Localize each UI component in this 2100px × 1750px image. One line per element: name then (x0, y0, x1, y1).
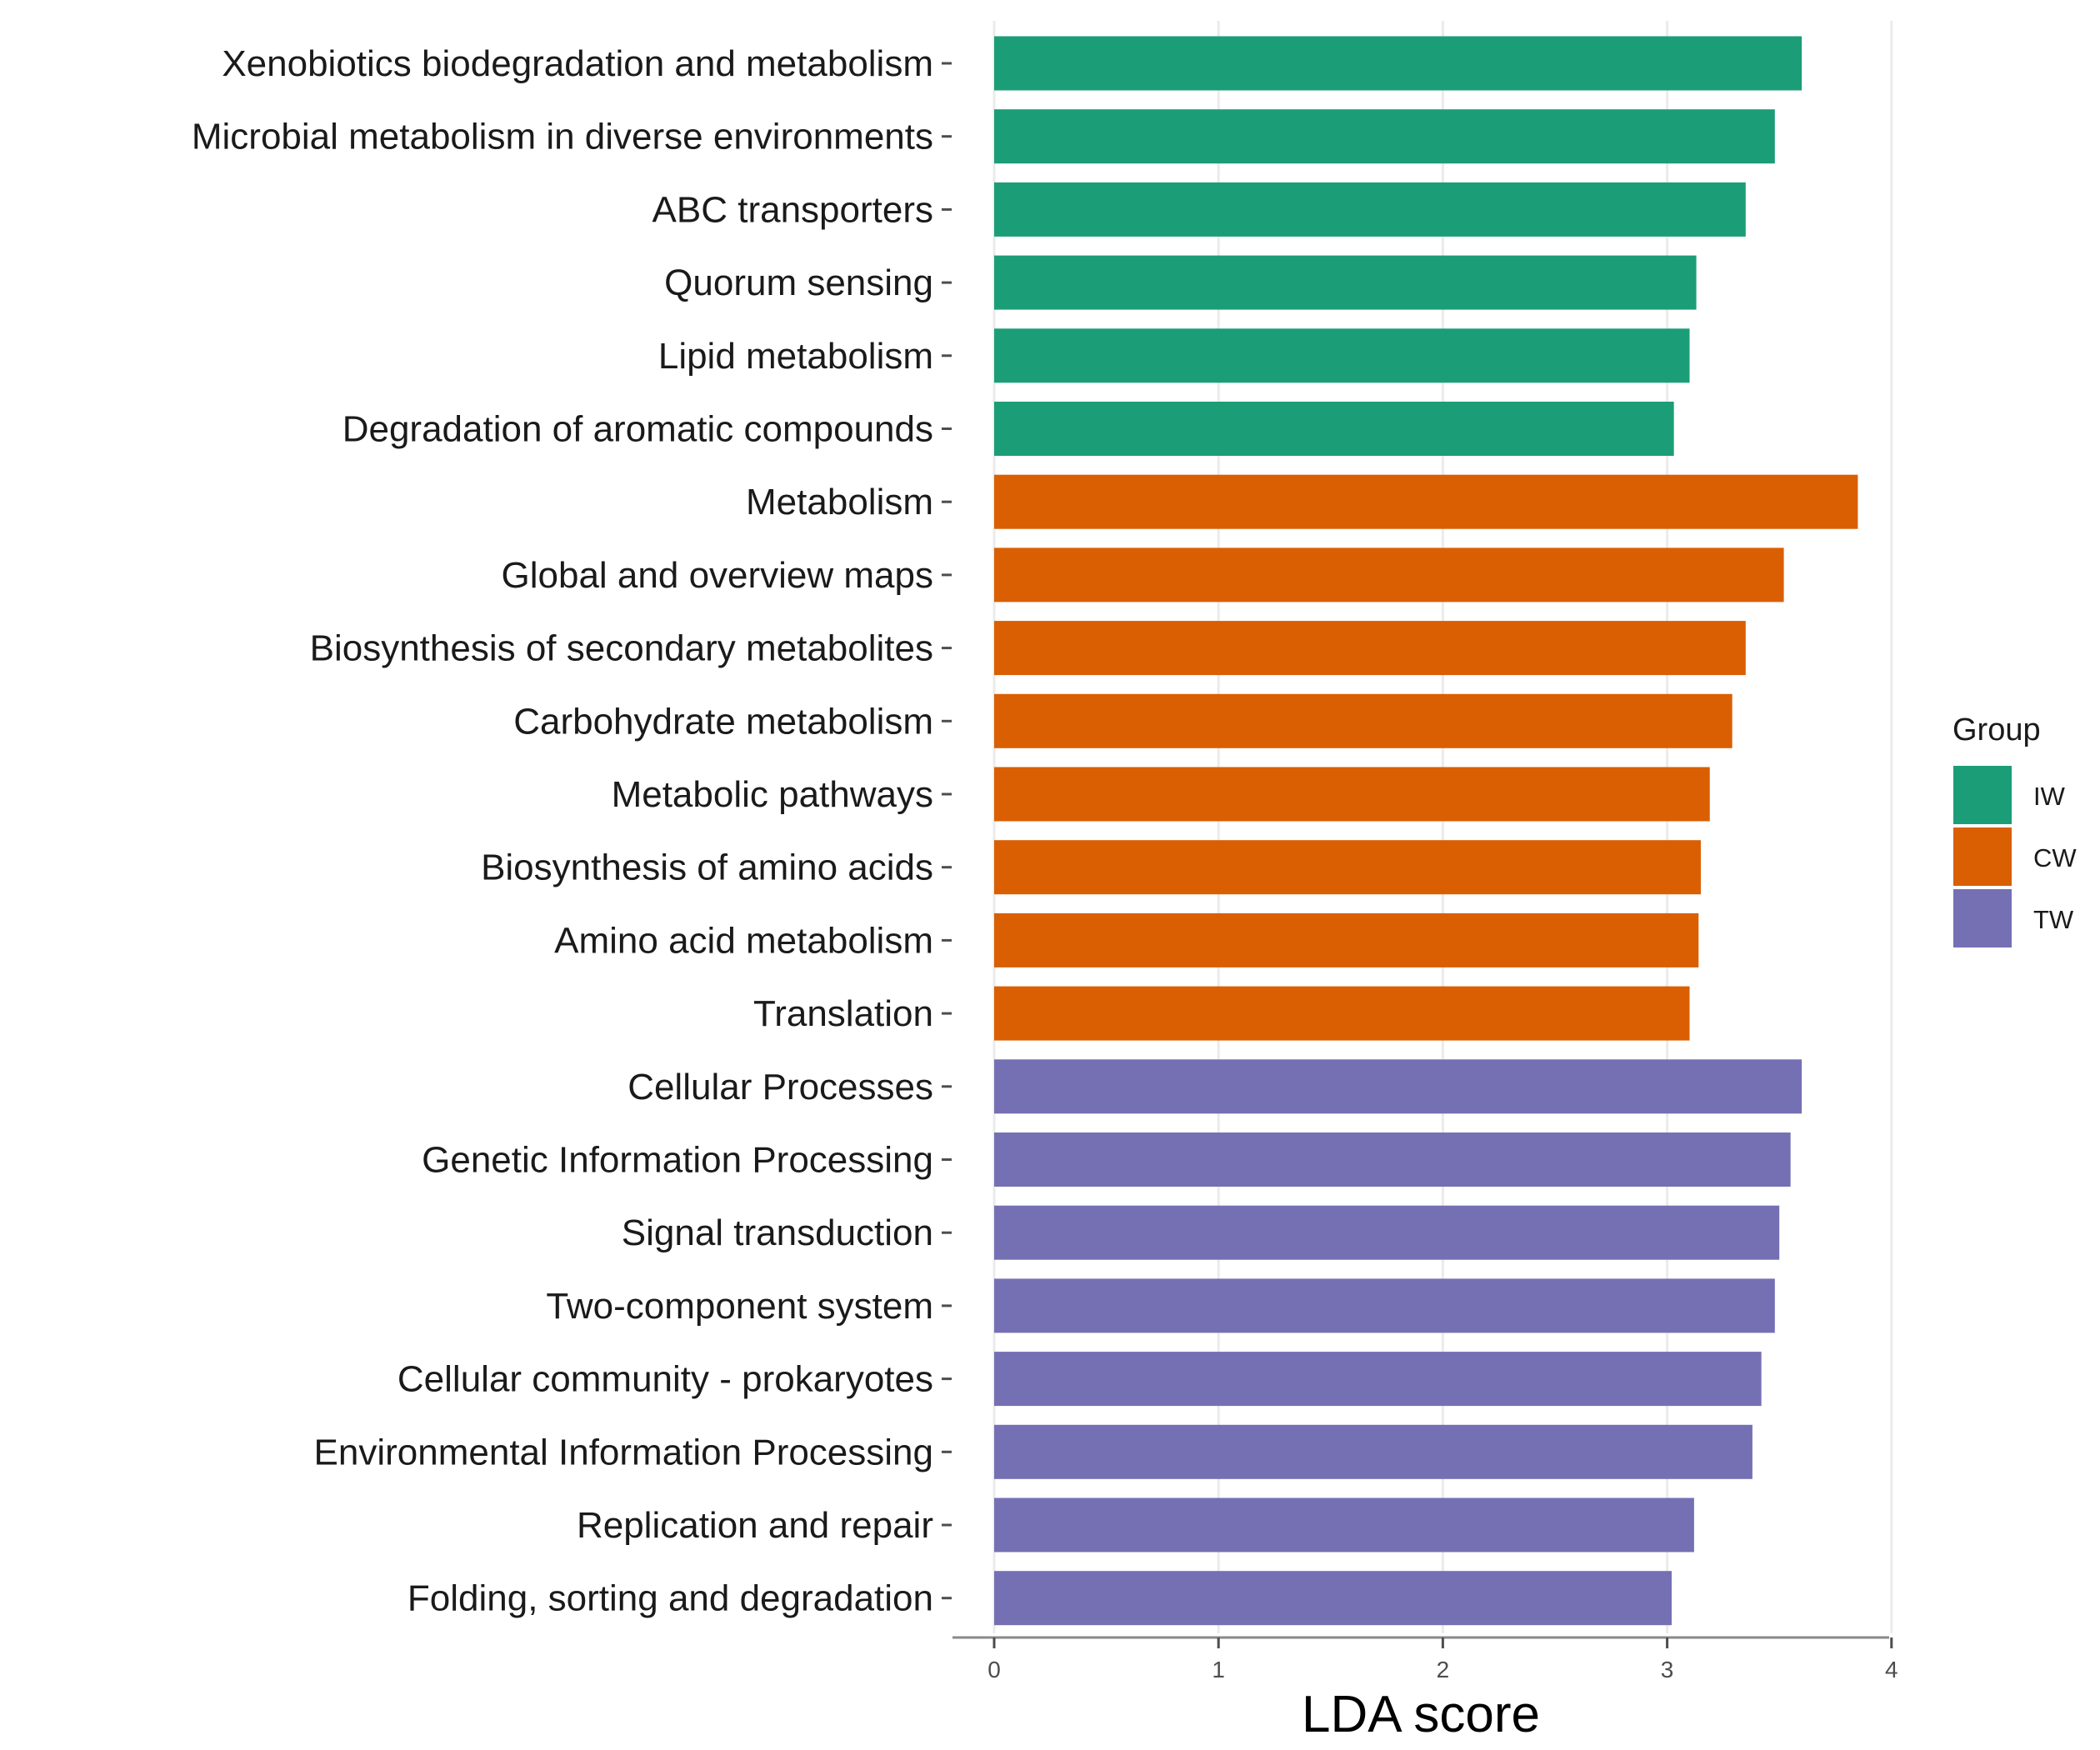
category-label: Two-component system (546, 1286, 933, 1327)
bar (994, 693, 1732, 748)
bar (994, 474, 1858, 529)
legend-swatch (1952, 826, 2013, 888)
category-labels: Xenobiotics biodegradation and metabolis… (192, 43, 952, 1619)
bar (994, 1059, 1802, 1114)
legend: Group IW CW TW (1952, 712, 2077, 949)
legend-label: TW (2033, 905, 2074, 934)
legend-swatch (1952, 888, 2013, 949)
category-label: Quorum sensing (664, 262, 933, 303)
category-label: Lipid metabolism (658, 336, 933, 377)
bar (994, 402, 1674, 456)
bars (994, 36, 1858, 1626)
bar (994, 548, 1784, 602)
legend-swatch (1952, 764, 2013, 826)
x-axis-title: LDA score (1302, 1686, 1540, 1743)
category-label: Cellular Processes (628, 1067, 933, 1108)
bar (994, 1278, 1775, 1333)
bar (994, 1352, 1762, 1407)
x-tick-label: 1 (1212, 1657, 1225, 1682)
category-label: Cellular community - prokaryotes (398, 1359, 933, 1400)
category-label: Signal transduction (622, 1212, 933, 1253)
category-label: Metabolic pathways (612, 774, 933, 815)
bar (994, 1498, 1694, 1552)
category-label: Translation (753, 993, 933, 1034)
bar (994, 1424, 1752, 1479)
bar (994, 255, 1697, 310)
bar (994, 1205, 1780, 1260)
bar (994, 109, 1775, 164)
x-axis: 0 1 2 3 4 (952, 1636, 1898, 1682)
x-tick-label: 4 (1885, 1657, 1898, 1682)
bar (994, 1571, 1672, 1626)
bar (994, 328, 1690, 383)
category-label: Metabolism (746, 482, 933, 522)
bar (994, 1132, 1791, 1187)
category-label: Amino acid metabolism (554, 920, 933, 961)
category-label: ABC transporters (652, 189, 933, 230)
x-tick-label: 0 (988, 1657, 1001, 1682)
category-label: Folding, sorting and degradation (408, 1578, 933, 1619)
category-label: Microbial metabolism in diverse environm… (192, 117, 933, 158)
bar (994, 840, 1701, 895)
legend-label: IW (2033, 782, 2066, 811)
bar (994, 912, 1699, 968)
bar (994, 986, 1690, 1041)
legend-title: Group (1952, 712, 2041, 748)
category-label: Environmental Information Processing (314, 1432, 933, 1472)
x-tick-label: 3 (1661, 1657, 1674, 1682)
category-label: Replication and repair (577, 1505, 933, 1546)
x-tick-label: 2 (1437, 1657, 1450, 1682)
legend-items: IW CW TW (1952, 764, 2077, 949)
bar (994, 182, 1746, 237)
legend-label: CW (2033, 843, 2077, 872)
category-label: Biosynthesis of secondary metabolites (310, 628, 933, 669)
bar (994, 36, 1802, 91)
category-label: Global and overview maps (502, 555, 933, 596)
category-label: Biosynthesis of amino acids (481, 848, 933, 888)
bar (994, 767, 1710, 822)
category-label: Genetic Information Processing (422, 1140, 933, 1181)
category-label: Degradation of aromatic compounds (342, 409, 933, 450)
category-label: Carbohydrate metabolism (513, 701, 933, 742)
category-label: Xenobiotics biodegradation and metabolis… (222, 43, 933, 84)
bar (994, 621, 1746, 676)
